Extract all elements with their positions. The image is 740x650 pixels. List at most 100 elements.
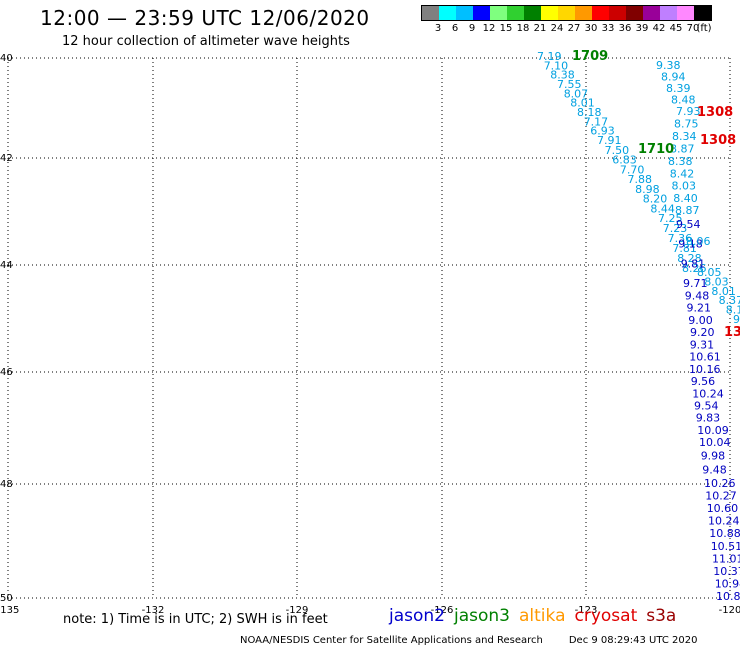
pass-time-label: 13 <box>724 325 740 340</box>
wave-height-value: 10.24 <box>692 387 724 400</box>
units-note: note: 1) Time is in UTC; 2) SWH is in fe… <box>63 612 328 627</box>
wave-height-value: 8.98 <box>635 183 660 196</box>
wave-height-value: 8.14 <box>726 304 740 317</box>
wave-height-value: 8.42 <box>670 167 695 180</box>
wave-height-value: 7.36 <box>668 232 693 245</box>
legend-tick-label: 36 <box>618 23 632 34</box>
wave-height-value: 7.91 <box>597 134 622 147</box>
legend-tick-label: 18 <box>516 23 530 34</box>
altimeter-tracks: 7.197.108.387.558.078.018.187.176.937.91… <box>537 50 740 603</box>
wave-height-value: 9.81 <box>681 257 706 270</box>
satellite-name: s3a <box>646 606 677 626</box>
generated-timestamp: Dec 9 08:29:43 UTC 2020 <box>568 635 698 646</box>
wave-height-value: 10.51 <box>711 540 740 553</box>
legend-tick-label: 21 <box>533 23 547 34</box>
wave-height-value: 10.27 <box>705 490 737 503</box>
wave-height-value: 8.87 <box>675 204 700 217</box>
wave-height-value: 8.05 <box>697 266 722 279</box>
legend-swatch <box>660 6 677 20</box>
legend-swatch <box>609 6 626 20</box>
pass-time-label: 1308 <box>700 133 736 148</box>
wave-height-value: 10.26 <box>704 477 736 490</box>
wave-height-value: 10.60 <box>707 502 739 515</box>
legend-tick-label: 39 <box>635 23 649 34</box>
satellite-track: 7.197.108.387.558.078.018.187.176.937.91… <box>537 50 707 275</box>
wave-height-value: 8.87 <box>670 143 695 156</box>
latitude-label: 50 <box>0 593 13 604</box>
legend-tick-label: 3 <box>434 23 442 34</box>
longitude-label: -120 <box>719 605 740 616</box>
wave-height-value: 9.21 <box>687 302 712 315</box>
satellite-name: cryosat <box>574 606 638 626</box>
longitude-label: -135 <box>0 605 19 616</box>
legend-tick-label: 33 <box>601 23 615 34</box>
latitude-label: 48 <box>0 479 13 490</box>
wave-height-value: 8.28 <box>677 252 702 265</box>
wave-height-value: 8.26 <box>682 262 707 275</box>
legend-swatch <box>575 6 592 20</box>
satellite-name: altika <box>519 606 566 626</box>
pass-time-label: 1308 <box>697 105 733 120</box>
map-subtitle: 12 hour collection of altimeter wave hei… <box>62 34 350 49</box>
legend-swatch <box>558 6 575 20</box>
wave-height-value: 9.18 <box>678 238 703 251</box>
wave-height-color-legend: 3 6 9 12 15 18 21 24 27 30 33 36 39 42 45 70 (ft) <box>421 5 712 35</box>
wave-height-value: 8.03 <box>672 180 697 193</box>
legend-tick-label: 45 <box>669 23 683 34</box>
satellite-name: jason2 <box>389 606 445 626</box>
wave-height-value: 8.38 <box>668 155 693 168</box>
longitude-label: -123 <box>575 605 598 616</box>
wave-height-value: 9.48 <box>685 289 710 302</box>
wave-height-value: 8.75 <box>674 118 699 131</box>
legend-swatch <box>524 6 541 20</box>
wave-height-value: 7.55 <box>557 78 582 91</box>
pass-time-labels: 1709 1710 1308 1308 13 <box>572 49 740 340</box>
wave-height-value: 7.10 <box>544 59 569 72</box>
legend-tick-label: 42 <box>652 23 666 34</box>
longitude-label: -132 <box>142 605 165 616</box>
wave-height-value: 8.39 <box>666 82 691 95</box>
legend-swatch <box>490 6 507 20</box>
legend-labels: 3 6 9 12 15 18 21 24 27 30 33 36 39 42 45 70 (ft) <box>421 21 712 35</box>
wave-height-value: 10.61 <box>689 351 721 364</box>
wave-height-value: 7.70 <box>620 163 645 176</box>
legend-tick-label: 24 <box>550 23 564 34</box>
wave-height-value: 8.37 <box>719 294 740 307</box>
longitude-label: -126 <box>431 605 454 616</box>
wave-height-value: 7.81 <box>672 242 697 255</box>
wave-height-value: 8.94 <box>661 71 686 84</box>
wave-height-value: 7.17 <box>584 115 609 128</box>
legend-swatch <box>422 6 439 20</box>
legend-tick-label: 27 <box>567 23 581 34</box>
wave-height-value: 9.38 <box>656 59 681 72</box>
wave-height-value: 7.50 <box>605 144 630 157</box>
wave-height-value: 8.40 <box>673 192 698 205</box>
wave-height-value: 9.31 <box>690 338 715 351</box>
map-title: 12:00 — 23:59 UTC 12/06/2020 <box>40 6 370 30</box>
wave-height-value: 10.88 <box>709 527 740 540</box>
wave-height-value: 8.18 <box>577 106 602 119</box>
wave-height-value: 9.54 <box>694 400 719 413</box>
wave-height-value: 7.88 <box>628 173 653 186</box>
credit-line: NOAA/NESDIS Center for Satellite Applica… <box>240 635 697 646</box>
wave-height-value: 7.19 <box>537 50 562 63</box>
legend-swatch <box>626 6 643 20</box>
wave-height-value: 7.25 <box>658 212 683 225</box>
wave-height-value: 10.24 <box>708 515 740 528</box>
satellite-track: 9.388.948.398.487.938.758.348.878.388.42… <box>656 59 740 326</box>
wave-height-value: 9.54 <box>676 218 701 231</box>
wave-height-value: 9.83 <box>696 412 721 425</box>
wave-height-value: 8.01 <box>570 97 595 110</box>
legend-swatch <box>507 6 524 20</box>
legend-swatch <box>592 6 609 20</box>
wave-height-value: 8.03 <box>704 275 729 288</box>
wave-height-value: 9.48 <box>702 463 727 476</box>
wave-height-value: 10.16 <box>689 363 721 376</box>
legend-swatch-strip <box>421 5 712 21</box>
axis-labels: 40 42 44 46 48 50-135 -132 -129 -126 -123 -120 <box>0 53 740 616</box>
latitude-label: 42 <box>0 153 13 164</box>
legend-tick-label: 6 <box>451 23 459 34</box>
satellite-name: jason3 <box>454 606 510 626</box>
pass-time-label: 1709 <box>572 49 608 64</box>
